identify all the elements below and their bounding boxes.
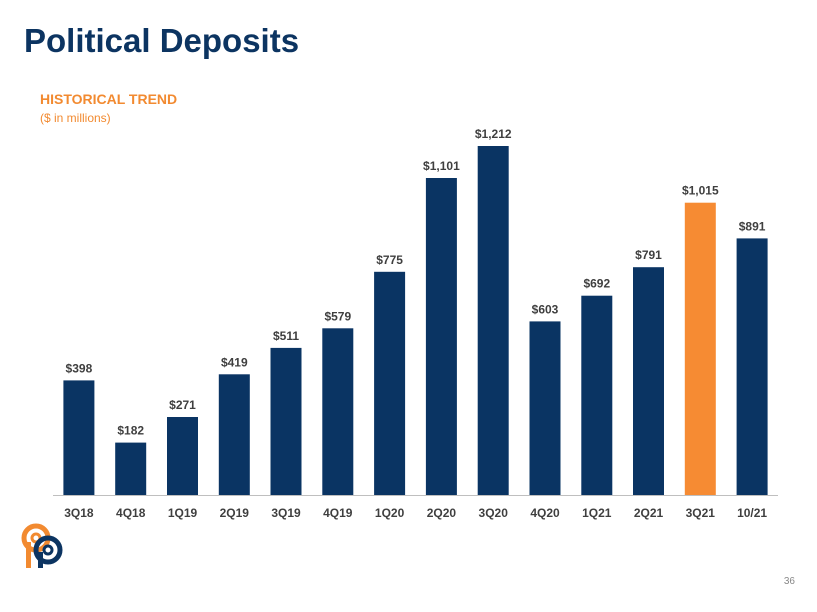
bar-2Q20 <box>425 178 457 495</box>
x-tick-label-4Q18: 4Q18 <box>116 506 146 520</box>
x-tick-label-1Q21: 1Q21 <box>582 506 612 520</box>
page-number: 36 <box>783 576 795 587</box>
data-label-3Q18: $398 <box>66 361 93 375</box>
x-tick-label-3Q21: 3Q21 <box>686 506 716 520</box>
bar-3Q21 <box>684 202 716 495</box>
data-label-3Q21: $1,015 <box>682 184 719 198</box>
data-label-4Q20: $603 <box>532 302 559 316</box>
bar-3Q20 <box>477 146 509 495</box>
bar-1Q20 <box>374 271 406 495</box>
data-label-10-21: $891 <box>739 219 766 233</box>
bar-2Q21 <box>633 267 664 495</box>
x-tick-label-2Q19: 2Q19 <box>220 506 250 520</box>
data-label-3Q19: $511 <box>273 329 299 343</box>
x-tick-label-4Q20: 4Q20 <box>530 506 560 520</box>
x-tick-label-2Q21: 2Q21 <box>634 506 664 520</box>
chart-subtitle: HISTORICAL TREND <box>40 91 178 107</box>
bar-10-21 <box>736 238 768 495</box>
data-label-4Q19: $579 <box>324 309 351 323</box>
bar-3Q19 <box>270 347 302 495</box>
x-tick-label-10-21: 10/21 <box>737 506 767 520</box>
data-label-3Q20: $1,212 <box>475 127 512 141</box>
bar-1Q19 <box>167 417 198 495</box>
company-logo-icon <box>20 522 66 577</box>
bar-2Q19 <box>218 374 250 495</box>
x-tick-label-3Q18: 3Q18 <box>64 506 94 520</box>
data-label-4Q18: $182 <box>117 424 144 438</box>
data-label-1Q19: $271 <box>169 398 196 412</box>
bar-4Q18 <box>115 442 147 495</box>
units-note: ($ in millions) <box>40 111 111 125</box>
data-label-1Q20: $775 <box>376 253 403 267</box>
x-tick-label-3Q19: 3Q19 <box>271 506 301 520</box>
data-label-2Q19: $419 <box>221 355 248 369</box>
bar-1Q21 <box>581 295 613 495</box>
x-tick-label-1Q20: 1Q20 <box>375 506 405 520</box>
x-tick-label-2Q20: 2Q20 <box>427 506 457 520</box>
x-tick-label-4Q19: 4Q19 <box>323 506 353 520</box>
data-label-2Q21: $791 <box>635 248 662 262</box>
data-label-2Q20: $1,101 <box>423 159 460 173</box>
x-tick-label-3Q20: 3Q20 <box>479 506 509 520</box>
bar-4Q20 <box>529 321 561 495</box>
data-label-1Q21: $692 <box>583 277 610 291</box>
page-title: Political Deposits <box>24 22 300 59</box>
bar-3Q18 <box>63 380 95 495</box>
bar-4Q19 <box>322 328 354 495</box>
x-tick-label-1Q19: 1Q19 <box>168 506 198 520</box>
